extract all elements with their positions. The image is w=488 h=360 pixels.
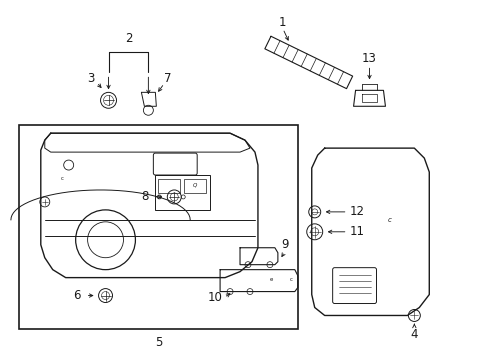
Text: 9: 9 <box>281 238 288 251</box>
Text: 3: 3 <box>87 72 94 85</box>
Text: 5: 5 <box>154 336 162 349</box>
Text: 6: 6 <box>73 289 80 302</box>
Text: e: e <box>269 276 273 282</box>
Text: Q: Q <box>193 183 197 188</box>
Bar <box>155 175 210 210</box>
Text: 12: 12 <box>349 205 365 219</box>
Bar <box>184 179 206 193</box>
Text: c: c <box>386 217 390 223</box>
Text: 1: 1 <box>279 16 286 29</box>
Bar <box>19 125 297 329</box>
Text: c: c <box>61 176 64 180</box>
Text: 8: 8 <box>142 190 149 203</box>
Text: c: c <box>289 276 292 282</box>
Text: 10: 10 <box>207 291 222 304</box>
Text: 7: 7 <box>163 72 171 85</box>
Text: 4: 4 <box>410 328 417 341</box>
Text: 2: 2 <box>124 32 132 45</box>
Text: 13: 13 <box>361 52 376 65</box>
Bar <box>158 179 180 193</box>
Text: 11: 11 <box>349 225 365 238</box>
